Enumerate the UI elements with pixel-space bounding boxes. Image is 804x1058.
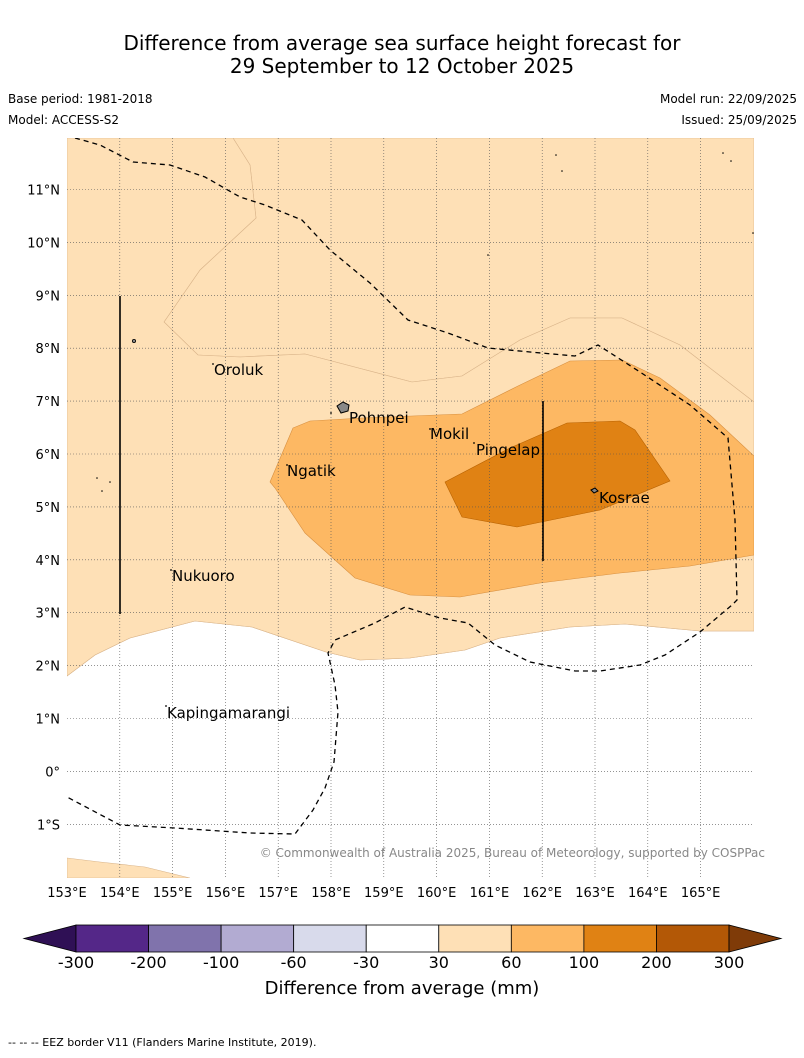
latitude-label: 11°N [27,184,60,199]
islands [96,152,754,707]
island-dot [286,464,288,466]
colorbar-swatch [75,924,149,953]
colorbar-tick-label: 300 [713,953,745,972]
colorbar-title: Difference from average (mm) [264,978,540,999]
colorbar-swatch [583,924,657,953]
longitude-label: 157°E [258,886,298,901]
colorbar-tick-label: 60 [501,953,522,972]
longitude-label: 164°E [628,886,668,901]
longitude-label: 165°E [681,886,721,901]
latitude-label: 0° [45,765,60,780]
latitude-label: 9°N [36,289,61,304]
colorbar-swatch [148,924,222,953]
longitude-label: 155°E [153,886,193,901]
colorbar-tick-label: -200 [130,953,167,972]
latitude-label: 2°N [36,660,61,675]
colorbar [22,924,783,953]
colorbar-swatch [510,924,585,953]
longitude-label: 163°E [575,886,615,901]
longitude-label: 158°E [311,886,351,901]
island-dot [101,490,103,492]
island-dot [730,160,732,162]
island-dot [429,428,431,430]
pohnpei-island [336,401,350,414]
colorbar-swatch [438,924,512,953]
island-dot [722,152,724,154]
latitude-label: 7°N [36,395,61,410]
eez-footnote: -- -- -- EEZ border V11 (Flanders Marine… [8,1036,317,1049]
title-line-1: Difference from average sea surface heig… [123,31,681,55]
island-dot [752,232,754,234]
colorbar-tick-label: -30 [353,953,380,972]
longitude-label: 162°E [522,886,562,901]
colorbar-tick-label: -300 [57,953,95,972]
island-dot [473,442,475,444]
latitude-label: 6°N [36,448,61,463]
map-title: Difference from average sea surface heig… [0,32,804,78]
island-dot [555,154,557,156]
model-run: Model run: 22/09/2025 [659,92,797,106]
island-dot [109,481,111,483]
longitude-label: 160°E [417,886,457,901]
longitude-label: 156°E [206,886,246,901]
island-dot [96,477,98,479]
kosrae-island [590,487,599,494]
anomaly-field [67,138,754,878]
latitude-label: 1°S [37,818,60,833]
title-line-2: 29 September to 12 October 2025 [229,54,575,78]
colorbar-tick-label: 200 [641,953,672,972]
place-label-pohnpei: Pohnpei [349,409,409,427]
latitude-label: 3°N [36,607,61,622]
place-label-ngatik: Ngatik [287,462,336,480]
place-labels: Oroluk Pohnpei Mokil Pingelap Ngatik Kos… [167,361,650,722]
anomaly-30-60-south [67,857,191,878]
latitude-label: 1°N [36,713,61,728]
island-dot [561,170,563,172]
place-label-kapingamarangi: Kapingamarangi [167,704,290,722]
island-dot [330,412,332,414]
island-dot [170,569,172,571]
longitude-label: 154°E [100,886,140,901]
place-label-kosrae: Kosrae [599,489,650,507]
island-dot [212,363,214,365]
colorbar-tick-label: 30 [428,953,449,972]
colorbar-tick-label: -100 [202,953,240,972]
island-dot [165,705,167,707]
longitude-label: 159°E [364,886,404,901]
base-period: Base period: 1981-2018 [8,92,153,106]
island-dot [487,254,489,256]
place-label-mokil: Mokil [430,425,469,443]
colorbar-extend-high [728,924,783,953]
longitude-labels: 153°E 154°E 155°E 156°E 157°E 158°E 159°E 160°E… [47,886,720,901]
latitude-labels: 11°N 10°N 9°N 8°N 7°N 6°N 5°N 4°N 3°N 2°N 1°N 0° 1°S [27,184,60,834]
island-dot [131,338,136,343]
model-name: Model: ACCESS-S2 [8,113,120,127]
issued-date: Issued: 25/09/2025 [681,113,797,127]
latitude-label: 10°N [27,236,60,251]
colorbar-tick-label: -60 [280,953,307,972]
eez-border-north [67,138,738,835]
colorbar-tick-label: 100 [568,953,600,972]
place-label-oroluk: Oroluk [214,361,263,379]
latitude-label: 5°N [36,501,61,516]
colorbar-swatch [365,924,440,953]
eez-border [67,138,738,835]
colorbar-extend-low [22,924,77,953]
colorbar-swatch [656,924,730,953]
copyright-notice: © Commonwealth of Australia 2025, Bureau… [260,846,765,860]
graticule [67,138,754,878]
latitude-label: 4°N [36,554,61,569]
longitude-label: 153°E [47,886,87,901]
place-label-nukuoro: Nukuoro [172,567,235,585]
colorbar-swatch [220,924,295,953]
place-label-pingelap: Pingelap [476,441,540,459]
latitude-label: 8°N [36,342,61,357]
colorbar-swatch [293,924,367,953]
longitude-label: 161°E [470,886,510,901]
